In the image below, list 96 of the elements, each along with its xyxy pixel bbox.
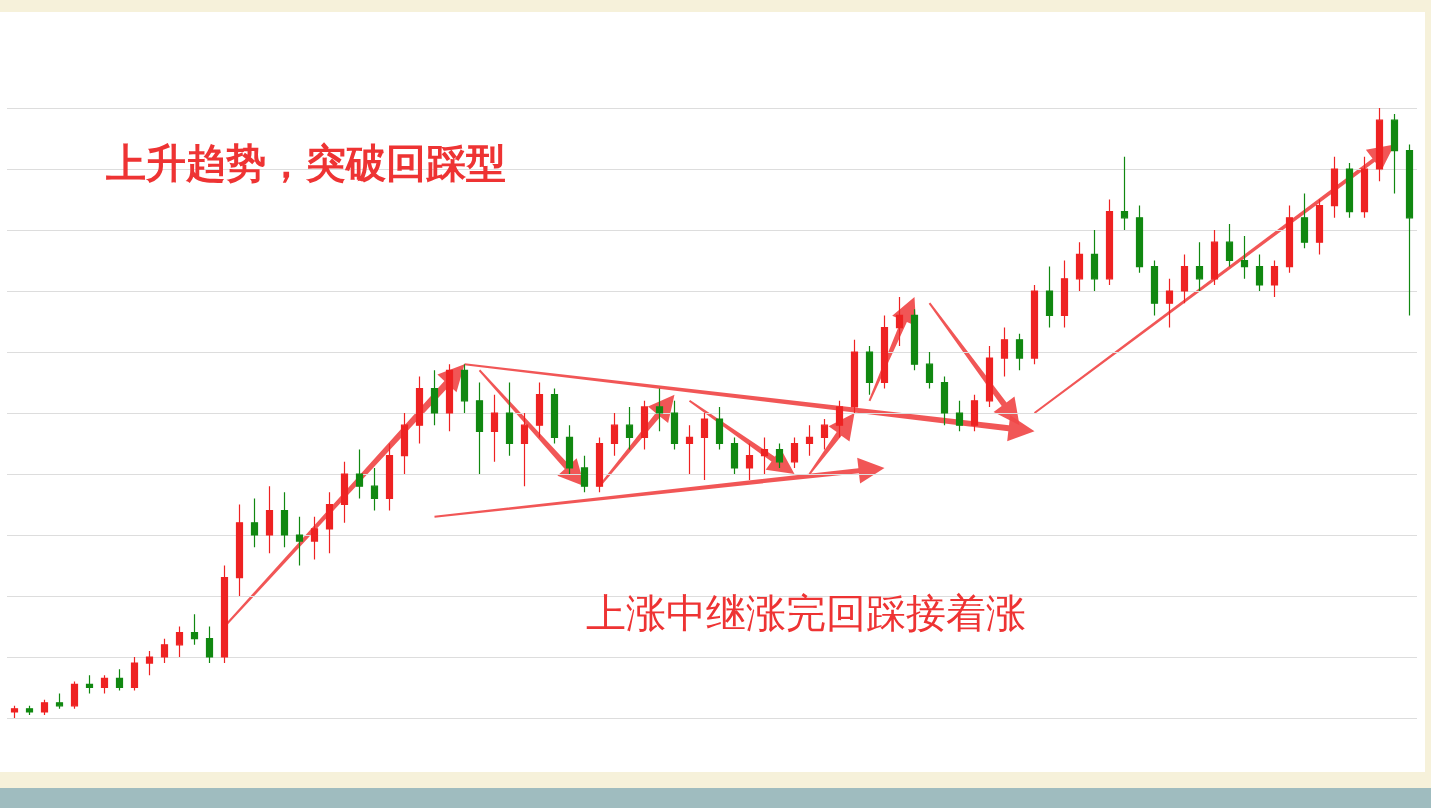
candlestick: [1210, 229, 1219, 286]
candlestick: [250, 497, 259, 548]
candlestick: [1270, 259, 1279, 298]
candlestick: [295, 516, 304, 567]
candlestick: [1180, 253, 1189, 304]
candlestick: [775, 442, 784, 469]
candlestick: [835, 400, 844, 438]
candlestick: [1300, 192, 1309, 249]
candlestick: [10, 705, 19, 719]
candlestick: [535, 381, 544, 438]
candlestick: [895, 296, 904, 347]
candlestick: [370, 467, 379, 512]
candlestick: [955, 400, 964, 432]
candlestick: [1360, 156, 1369, 219]
candlestick: [580, 455, 589, 493]
candlestick: [115, 668, 124, 692]
candlestick: [1090, 229, 1099, 292]
candlestick: [970, 394, 979, 432]
candlestick: [265, 485, 274, 554]
candlestick: [745, 442, 754, 481]
candlestick: [460, 363, 469, 414]
candlestick: [1375, 107, 1384, 182]
candlestick: [790, 436, 799, 469]
candlestick: [55, 693, 64, 710]
candlestick: [160, 638, 169, 664]
candlestick: [670, 400, 679, 451]
candlestick: [385, 442, 394, 512]
candlestick: [880, 314, 889, 390]
annotation: 上涨中继涨完回踩接着涨: [586, 589, 1026, 638]
candlestick: [40, 699, 49, 716]
candlestick: [655, 388, 664, 432]
candlestick: [1225, 223, 1234, 268]
candlestick: [220, 564, 229, 664]
candlestick: [865, 345, 874, 396]
candlestick: [805, 424, 814, 457]
candlestick: [1285, 205, 1294, 274]
candlestick: [310, 516, 319, 560]
candlestick: [715, 406, 724, 451]
candlestick: [520, 412, 529, 487]
candlestick: [1060, 259, 1069, 329]
candlestick: [1165, 278, 1174, 329]
candlestick: [1120, 156, 1129, 231]
candlestick: [175, 625, 184, 658]
candlestick: [1195, 241, 1204, 292]
candlestick: [685, 424, 694, 475]
candlestick: [925, 351, 934, 390]
candlestick: [565, 424, 574, 475]
candlestick: [625, 406, 634, 451]
candlestick: [985, 345, 994, 408]
candlestick: [940, 375, 949, 426]
candlestick: [820, 418, 829, 451]
candlestick: [235, 503, 244, 597]
candlestick: [445, 363, 454, 432]
candlestick: [700, 412, 709, 481]
candlestick: [25, 705, 34, 716]
candlestick: [1150, 259, 1159, 316]
candlestick: [205, 625, 214, 664]
candlestick: [640, 400, 649, 451]
candlestick: [85, 674, 94, 695]
candlestick: [1030, 284, 1039, 365]
candlestick: [430, 369, 439, 426]
candlestick: [505, 381, 514, 457]
candlestick: [1045, 266, 1054, 329]
candlestick: [595, 436, 604, 493]
candlestick: [550, 388, 559, 445]
candlestick: [1240, 235, 1249, 280]
candlestick: [145, 650, 154, 676]
candlestick: [850, 339, 859, 414]
candlestick: [1075, 241, 1084, 292]
candlestick: [610, 412, 619, 457]
candlestick: [400, 412, 409, 475]
candlestick: [1315, 198, 1324, 255]
candlestick: [1345, 162, 1354, 219]
candlestick: [325, 491, 334, 554]
candlestick: [130, 656, 139, 692]
candlestick: [1255, 253, 1264, 292]
candlestick: [1105, 198, 1114, 286]
candlestick: [1330, 156, 1339, 219]
candlestick: [280, 491, 289, 548]
candlestick: [490, 394, 499, 463]
candlestick: [340, 461, 349, 524]
candlestick: [355, 449, 364, 499]
candlestick: [1135, 205, 1144, 274]
candlestick: [1390, 113, 1399, 194]
candlestick: [70, 680, 79, 710]
candlestick: [760, 436, 769, 475]
candlestick: [910, 308, 919, 371]
candlestick: [190, 613, 199, 646]
candlestick: [1015, 333, 1024, 371]
text: 上升趋势，突破回踩型: [106, 139, 506, 188]
candlestick: [1405, 144, 1414, 316]
candlestick: [475, 381, 484, 475]
candlestick: [1000, 327, 1009, 377]
candlestick: [415, 375, 424, 445]
candlestick: [100, 674, 109, 695]
candlestick: [730, 436, 739, 475]
